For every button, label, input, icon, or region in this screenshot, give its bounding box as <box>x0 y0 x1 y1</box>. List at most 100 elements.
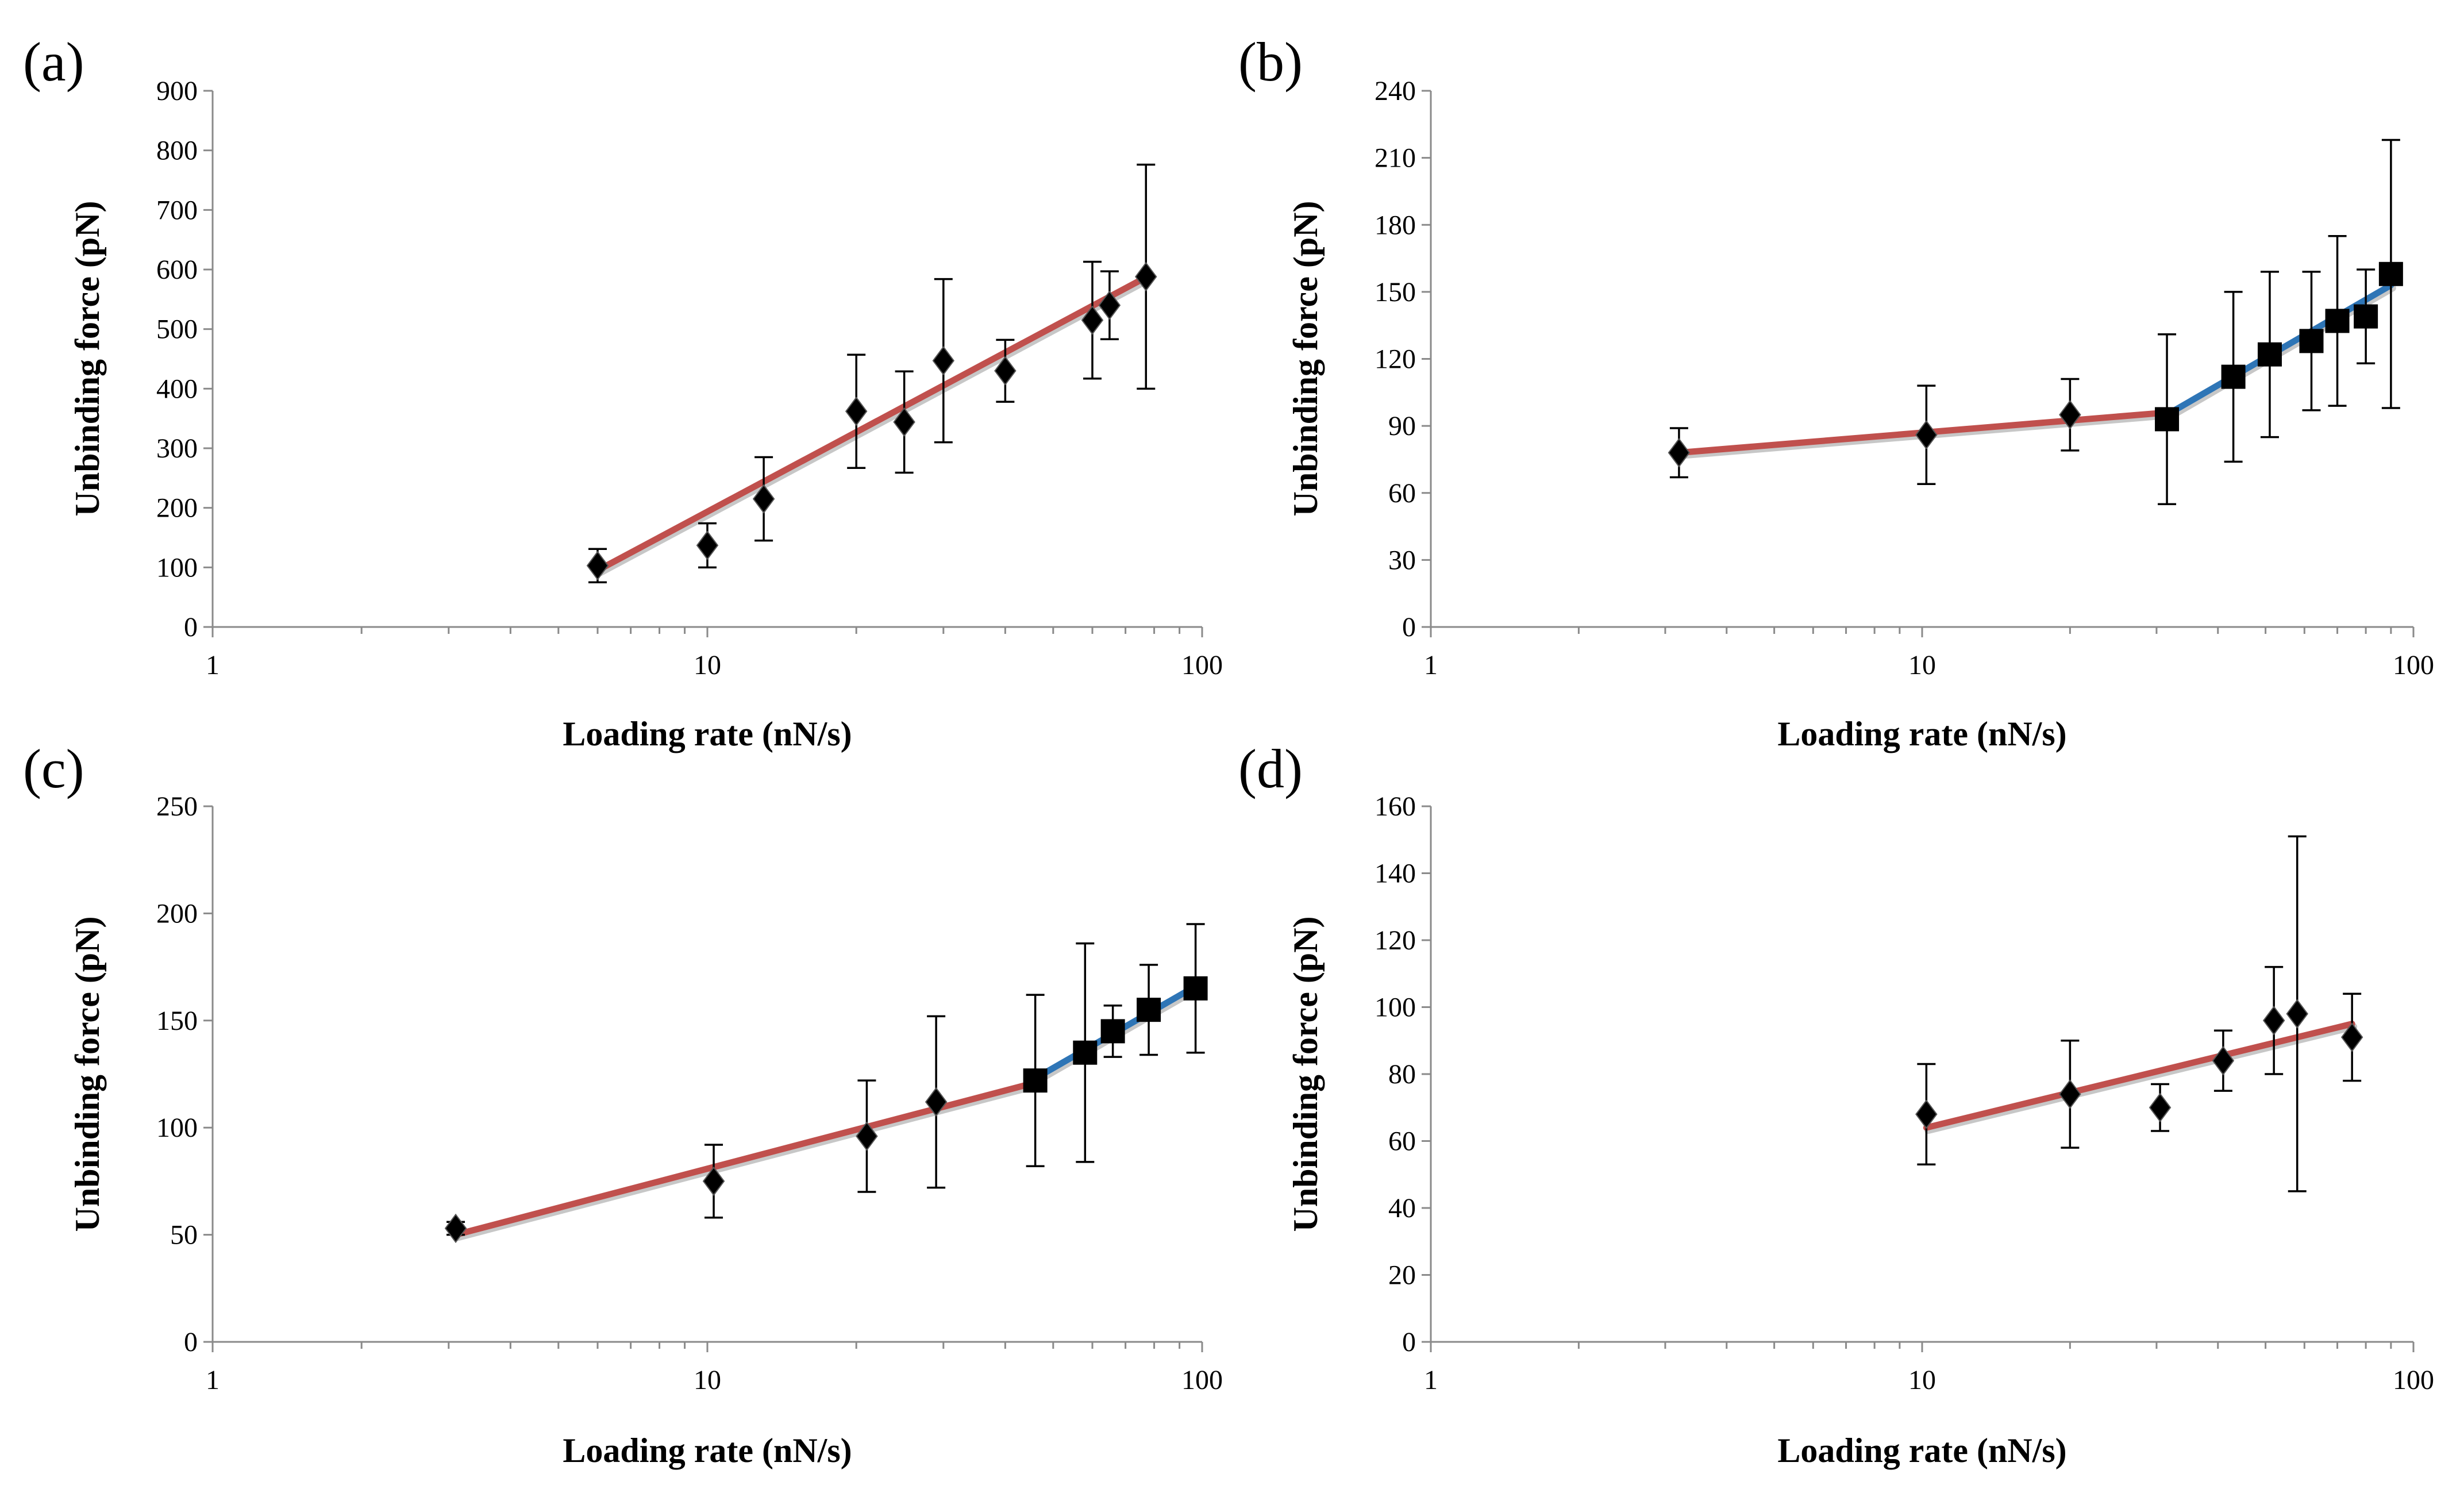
y-tick-label: 600 <box>156 255 198 285</box>
data-point-diamond <box>1668 438 1691 468</box>
y-tick-label: 240 <box>1375 76 1416 106</box>
data-point-diamond <box>994 356 1017 386</box>
data-point-diamond <box>1915 1099 1938 1129</box>
data-point-diamond <box>586 551 609 580</box>
x-tick-label: 100 <box>2393 650 2434 680</box>
y-tick-label: 160 <box>1375 791 1416 822</box>
y-tick-label: 60 <box>1388 478 1416 509</box>
data-point-diamond <box>2149 1092 2172 1122</box>
y-tick-label: 120 <box>1375 925 1416 956</box>
data-point-diamond <box>2059 400 2081 430</box>
data-point-square <box>2354 304 2378 329</box>
panel-d: 0 20 40 60 80 100 120 140 160 1 10 100 Loading rate … <box>1238 738 2434 1469</box>
x-tick-label: 1 <box>206 650 220 680</box>
data-point-square <box>1100 1019 1125 1044</box>
data-point-diamond <box>1098 290 1121 320</box>
x-tick-label: 100 <box>1181 650 1223 680</box>
y-axis-title: Unbinding force (pN) <box>1287 917 1325 1232</box>
y-axis-title: Unbinding force (pN) <box>68 917 106 1232</box>
y-tick-label: 500 <box>156 314 198 345</box>
y-tick-label: 900 <box>156 76 198 106</box>
data-point-square <box>2325 309 2350 333</box>
x-tick-label: 1 <box>1424 650 1438 680</box>
data-point-diamond <box>845 397 868 426</box>
data-point-diamond <box>1915 420 1938 450</box>
y-tick-label: 20 <box>1388 1260 1416 1291</box>
x-axis-title: Loading rate (nN/s) <box>563 715 852 753</box>
data-point-square <box>2378 261 2403 286</box>
y-tick-label: 90 <box>1388 411 1416 441</box>
panel-c: 0 50 100 150 200 250 1 10 100 Loading rate (nN/s)… <box>23 738 1223 1469</box>
y-tick-label: 200 <box>156 493 198 524</box>
x-tick-label: 10 <box>694 1365 721 1395</box>
y-tick-label: 210 <box>1375 143 1416 174</box>
data-point-diamond <box>932 345 955 376</box>
data-point-diamond <box>2340 1022 2363 1052</box>
x-tick-label: 1 <box>1424 1365 1438 1395</box>
y-tick-label: 40 <box>1388 1193 1416 1223</box>
data-point-square <box>2257 342 2282 367</box>
data-point-diamond <box>2212 1046 2235 1076</box>
data-point-diamond <box>1135 261 1157 292</box>
y-tick-label: 140 <box>1375 859 1416 889</box>
y-tick-label: 120 <box>1375 344 1416 375</box>
x-tick-label: 100 <box>2393 1365 2434 1395</box>
y-tick-label: 30 <box>1388 545 1416 575</box>
data-point-square <box>1137 998 1161 1022</box>
panel-label: (d) <box>1238 738 1303 799</box>
y-tick-label: 250 <box>156 791 198 822</box>
y-tick-label: 80 <box>1388 1059 1416 1090</box>
y-tick-label: 0 <box>1402 612 1416 642</box>
y-axis-title: Unbinding force (pN) <box>1287 201 1325 517</box>
data-point-square <box>1073 1040 1098 1065</box>
y-tick-label: 0 <box>184 612 198 642</box>
data-point-diamond <box>2262 1006 2285 1036</box>
x-axis-title: Loading rate (nN/s) <box>563 1432 852 1469</box>
y-tick-label: 800 <box>156 136 198 166</box>
y-tick-label: 300 <box>156 433 198 464</box>
y-tick-label: 150 <box>1375 277 1416 307</box>
panel-label: (a) <box>23 31 84 93</box>
y-tick-label: 700 <box>156 195 198 225</box>
panel-a: 0 100 200 300 400 500 600 700 800 900 1 10 100 Loadin… <box>23 31 1223 753</box>
data-point-diamond <box>752 484 775 514</box>
data-point-square <box>1023 1068 1048 1093</box>
fit-line-shadow <box>595 276 1152 577</box>
y-tick-label: 100 <box>1375 992 1416 1023</box>
x-tick-label: 10 <box>1908 650 1936 680</box>
data-point-diamond <box>2286 999 2308 1029</box>
x-tick-label: 10 <box>1908 1365 1936 1395</box>
y-tick-label: 400 <box>156 374 198 404</box>
data-point-diamond <box>444 1213 467 1244</box>
data-point-diamond <box>925 1087 948 1117</box>
x-tick-label: 10 <box>694 650 721 680</box>
data-point-diamond <box>702 1166 725 1196</box>
y-tick-label: 50 <box>170 1220 198 1251</box>
x-axis-title: Loading rate (nN/s) <box>1777 1432 2066 1469</box>
panel-label: (c) <box>23 738 84 799</box>
data-point-square <box>1183 976 1208 1001</box>
x-axis-title: Loading rate (nN/s) <box>1777 715 2066 753</box>
panel-label: (b) <box>1238 31 1303 93</box>
fit-line <box>1923 1021 2355 1131</box>
fit-line-shadow <box>454 1082 1041 1241</box>
fit-line <box>594 274 1149 574</box>
x-tick-label: 1 <box>206 1365 220 1395</box>
fit-line-shadow <box>1924 1023 2358 1134</box>
data-point-diamond <box>1081 305 1104 335</box>
data-point-diamond <box>856 1121 878 1151</box>
data-point-diamond <box>2059 1079 2081 1109</box>
fit-line <box>452 1079 1039 1238</box>
y-tick-label: 0 <box>184 1327 198 1357</box>
y-tick-label: 100 <box>156 1113 198 1143</box>
data-point-square <box>2221 364 2246 389</box>
y-tick-label: 180 <box>1375 210 1416 240</box>
data-point-square <box>2299 329 2324 353</box>
data-point-diamond <box>893 407 915 437</box>
y-tick-label: 200 <box>156 898 198 929</box>
y-axis-title: Unbinding force (pN) <box>68 201 106 517</box>
data-point-diamond <box>696 530 719 560</box>
y-tick-label: 0 <box>1402 1327 1416 1357</box>
x-tick-label: 100 <box>1181 1365 1223 1395</box>
